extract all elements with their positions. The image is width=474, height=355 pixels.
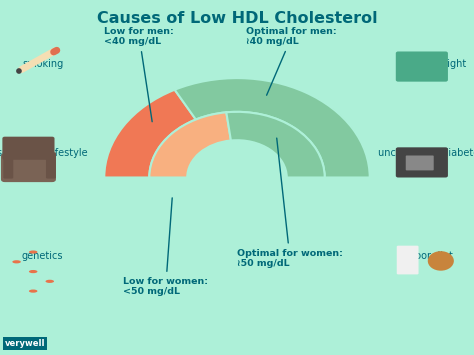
Text: Low for women:
<50 mg/dL: Low for women: <50 mg/dL <box>123 198 208 296</box>
Ellipse shape <box>29 251 37 253</box>
Text: verywell: verywell <box>5 339 45 348</box>
Text: smoking: smoking <box>22 59 64 69</box>
Text: Optimal for men:
≀40 mg/dL: Optimal for men: ≀40 mg/dL <box>246 27 337 95</box>
FancyBboxPatch shape <box>396 51 448 82</box>
FancyBboxPatch shape <box>46 152 56 179</box>
Text: Optimal for women:
≀50 mg/dL: Optimal for women: ≀50 mg/dL <box>237 138 343 268</box>
FancyBboxPatch shape <box>397 246 419 274</box>
FancyBboxPatch shape <box>406 155 434 170</box>
Text: Causes of Low HDL Cholesterol: Causes of Low HDL Cholesterol <box>97 11 377 26</box>
Ellipse shape <box>29 270 37 273</box>
FancyBboxPatch shape <box>2 137 55 160</box>
Wedge shape <box>175 78 370 178</box>
FancyBboxPatch shape <box>396 147 448 178</box>
FancyBboxPatch shape <box>3 152 13 179</box>
Ellipse shape <box>16 68 22 74</box>
Ellipse shape <box>46 280 54 283</box>
FancyBboxPatch shape <box>1 153 56 182</box>
Ellipse shape <box>12 260 21 263</box>
Text: uncontrolled diabetes: uncontrolled diabetes <box>378 148 474 158</box>
Text: Low for men:
<40 mg/dL: Low for men: <40 mg/dL <box>104 27 174 122</box>
Text: sedentary lifestyle: sedentary lifestyle <box>0 148 88 158</box>
Wedge shape <box>104 90 196 178</box>
Text: excess weight: excess weight <box>397 59 466 69</box>
Ellipse shape <box>29 290 37 293</box>
Ellipse shape <box>428 251 454 271</box>
Text: genetics: genetics <box>22 251 64 261</box>
Wedge shape <box>149 112 231 178</box>
Wedge shape <box>226 112 325 178</box>
Text: poor diet: poor diet <box>410 251 453 261</box>
